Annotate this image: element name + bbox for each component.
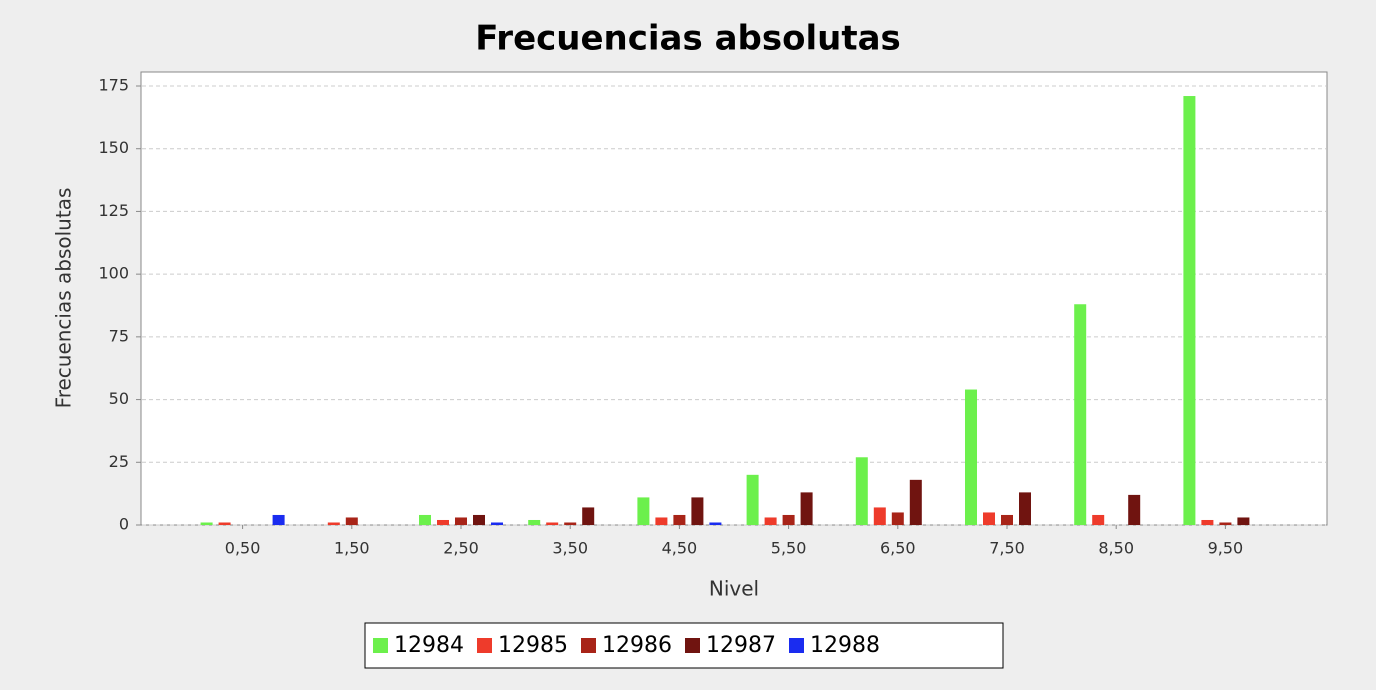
- x-tick-label: 2,50: [443, 539, 479, 558]
- legend-swatch: [373, 638, 388, 653]
- bar: [218, 522, 231, 525]
- y-tick-label: 125: [98, 201, 129, 220]
- x-tick-label: 0,50: [225, 539, 261, 558]
- bar: [746, 474, 759, 525]
- bar: [1128, 494, 1141, 525]
- bar: [691, 497, 704, 525]
- bar: [655, 517, 668, 525]
- legend-label: 12987: [706, 633, 776, 658]
- legend-label: 12984: [394, 633, 464, 658]
- bar: [345, 517, 358, 525]
- bar: [491, 522, 503, 525]
- legend-swatch: [789, 638, 804, 653]
- legend-label: 12985: [498, 633, 568, 658]
- bar: [582, 507, 595, 525]
- bar: [764, 517, 777, 525]
- x-tick-label: 6,50: [880, 539, 916, 558]
- bar: [855, 457, 868, 525]
- x-tick-label: 4,50: [662, 539, 698, 558]
- y-tick-label: 50: [109, 389, 129, 408]
- bar: [564, 522, 577, 525]
- bar: [473, 514, 485, 525]
- bar: [455, 517, 467, 525]
- bar: [1019, 492, 1031, 525]
- bar: [419, 514, 431, 525]
- y-tick-label: 175: [98, 76, 129, 95]
- x-tick-label: 3,50: [552, 539, 588, 558]
- bar: [1092, 514, 1105, 525]
- legend-swatch: [477, 638, 492, 653]
- bar: [800, 492, 813, 525]
- bar: [1074, 304, 1087, 525]
- x-tick-label: 7,50: [989, 539, 1025, 558]
- bar: [983, 512, 995, 525]
- x-tick-label: 9,50: [1208, 539, 1244, 558]
- bar: [528, 519, 541, 525]
- bar: [891, 512, 904, 525]
- bar: [1183, 96, 1196, 525]
- bar: [546, 522, 559, 525]
- bar: [873, 507, 886, 525]
- y-tick-label: 150: [98, 138, 129, 157]
- y-tick-label: 0: [119, 515, 129, 534]
- bar: [673, 514, 686, 525]
- x-tick-label: 1,50: [334, 539, 370, 558]
- legend-swatch: [685, 638, 700, 653]
- bar: [327, 522, 340, 525]
- y-axis-label: Frecuencias absolutas: [52, 188, 76, 409]
- bar: [200, 522, 213, 525]
- plot-area: [140, 71, 1328, 526]
- bar: [1001, 514, 1013, 525]
- x-axis-label: Nivel: [709, 577, 759, 601]
- legend-label: 12986: [602, 633, 672, 658]
- y-tick-label: 25: [109, 452, 129, 471]
- x-tick-label: 5,50: [771, 539, 807, 558]
- bar: [637, 497, 650, 525]
- y-tick-label: 100: [98, 264, 129, 283]
- bar: [272, 514, 285, 525]
- bar: [782, 514, 795, 525]
- legend: [364, 622, 1004, 669]
- chart-title: Frecuencias absolutas: [475, 19, 901, 59]
- bar: [1201, 519, 1214, 525]
- bar: [709, 522, 722, 525]
- bar: [909, 479, 922, 525]
- legend-swatch: [581, 638, 596, 653]
- y-tick-label: 75: [109, 326, 129, 345]
- x-tick-label: 8,50: [1098, 539, 1134, 558]
- bar: [1237, 517, 1250, 525]
- legend-label: 12988: [810, 633, 880, 658]
- bar: [1219, 522, 1232, 525]
- bar: [437, 519, 449, 525]
- bar: [965, 389, 977, 525]
